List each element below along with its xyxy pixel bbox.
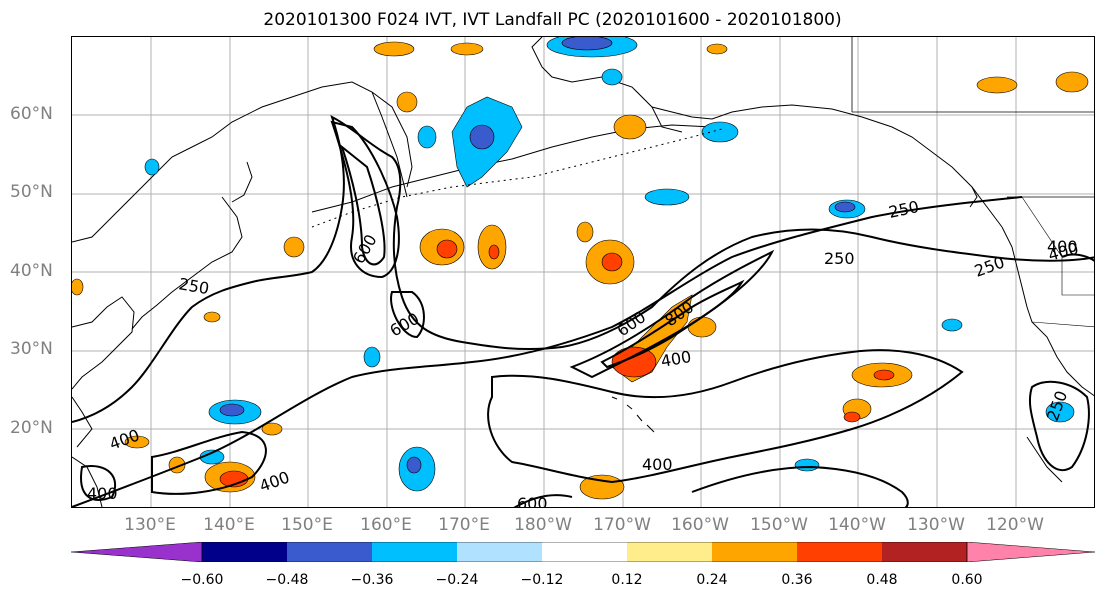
colorbar-tick: 0.36 [781,572,813,588]
contour-label: 400 [1047,237,1078,256]
colorbar [71,542,1095,562]
colorbar-tick: −0.48 [265,572,309,588]
lon-label: 170°W [593,515,651,535]
graticule [72,37,1094,507]
contour-label: 250 [824,249,855,268]
lat-label-50n: 50°N [10,182,53,202]
lat-label-30n: 30°N [10,339,53,359]
contour-label: 400 [87,484,118,503]
lon-label: 180°W [514,515,572,535]
contour-label: 600 [517,494,548,508]
colorbar-tick: −0.60 [180,572,224,588]
lon-label: 150°E [281,515,333,535]
contour-label: 400 [659,347,692,371]
lat-label-40n: 40°N [10,261,53,281]
lon-label: 120°W [986,515,1044,535]
lon-label: 170°E [438,515,490,535]
lon-label: 140°W [828,515,886,535]
colorbar-tick: 0.24 [696,572,728,588]
contour-label: 250 [177,274,210,298]
contour-label: 250 [972,252,1007,280]
contour-label: 250 [887,197,921,222]
colorbar-segment [457,542,542,562]
shaded-regions [72,37,1089,500]
lon-label: 160°E [360,515,412,535]
lat-label-20n: 20°N [10,418,53,438]
lon-label: 130°E [124,515,176,535]
colorbar-segment [627,542,712,562]
map-canvas: 250 250 250 250 400 600 600 600 800 400 … [72,37,1094,508]
storm-track-dotted [311,128,723,228]
colorbar-segment [372,542,457,562]
contour-label: 400 [107,425,142,453]
lon-label: 150°W [750,515,808,535]
lon-label: 140°E [203,515,255,535]
lon-label: 130°W [907,515,965,535]
colorbar-segment [797,542,882,562]
colorbar-tick: 0.60 [951,572,983,588]
colorbar-segment [287,542,372,562]
colorbar-tick: −0.24 [435,572,479,588]
contour-label: 400 [642,455,673,474]
map-title: 2020101300 F024 IVT, IVT Landfall PC (20… [263,10,842,30]
colorbar-segment [882,542,967,562]
ivt-contours [72,115,1094,507]
colorbar-tick: −0.12 [520,572,564,588]
colorbar-segment [202,542,287,562]
lon-label: 160°W [671,515,729,535]
colorbar-tick: 0.48 [866,572,898,588]
colorbar-extend-right [966,542,1095,562]
contour-label: 400 [257,467,292,495]
colorbar-extend-left [71,542,203,562]
map-panel[interactable]: 250 250 250 250 400 600 600 600 800 400 … [71,36,1095,508]
colorbar-tick: −0.36 [350,572,394,588]
colorbar-segment [542,542,627,562]
lat-label-60n: 60°N [10,104,53,124]
colorbar-segment [712,542,797,562]
contour-labels: 250 250 250 250 400 600 600 600 800 400 … [87,197,1081,508]
colorbar-tick: 0.12 [611,572,643,588]
